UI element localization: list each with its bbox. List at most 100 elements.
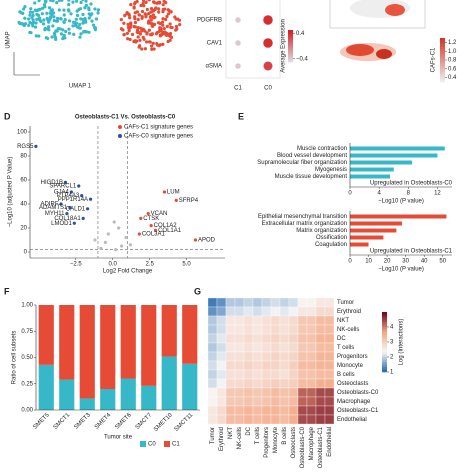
heatmap-cell	[297, 333, 308, 344]
umap-cell	[71, 0, 75, 4]
umap-cell	[129, 2, 133, 7]
heatmap-cell	[297, 396, 308, 407]
category-label: Extracellular matrix organization	[262, 221, 347, 227]
x-tick-label: 20	[384, 259, 391, 265]
gene-label: CALD1	[66, 206, 86, 212]
heatmap-cell	[252, 351, 263, 362]
umap-cell	[77, 8, 81, 12]
heatmap-cell	[324, 306, 335, 317]
umap-cell	[37, 34, 41, 38]
heatmap-cell	[324, 414, 335, 425]
umap-cell	[69, 12, 73, 16]
umap-cell	[130, 32, 135, 37]
heatmap-cell	[216, 414, 227, 425]
umap-cell	[34, 34, 38, 38]
umap-cell	[169, 35, 174, 39]
umap-cell	[96, 8, 100, 12]
heatmap-cell	[207, 315, 218, 326]
umap-cell	[170, 25, 174, 30]
umap-cell	[136, 26, 140, 30]
heatmap-cell	[243, 387, 254, 398]
bar-segment	[120, 378, 136, 410]
legend-label: C1	[172, 442, 180, 448]
legend-label: CAFs-C0 signature genes	[124, 134, 193, 140]
heatmap-cell	[234, 414, 245, 425]
heatmap-cell	[234, 360, 245, 371]
bar-segment	[38, 364, 54, 410]
umap-cell	[140, 9, 145, 14]
colorbar-step	[382, 357, 387, 360]
panel-label: D	[4, 111, 11, 121]
column-label: Macrophage	[309, 426, 315, 460]
column-label: Osteoblasts-C0	[300, 426, 306, 468]
umap-cell	[57, 8, 61, 12]
umap-cell	[178, 23, 182, 27]
heatmap-cell	[261, 351, 272, 362]
y-tick-label: 0.25	[21, 381, 33, 387]
colorbar-step	[288, 46, 293, 48]
heatmap-cell	[216, 342, 227, 353]
heatmap-cell	[261, 306, 272, 317]
colorbar-step	[382, 362, 387, 365]
dot	[263, 15, 273, 25]
umap-cell	[21, 22, 25, 26]
heatmap-cell	[234, 351, 245, 362]
heatmap-cell	[306, 342, 317, 353]
heatmap-cell	[288, 387, 299, 398]
heatmap-cell	[234, 324, 245, 335]
heatmap-cell	[315, 351, 326, 362]
colorbar-tick-label: 0.4	[448, 75, 457, 81]
x-axis-label: UMAP 1	[69, 84, 92, 90]
heatmap-cell	[306, 297, 317, 308]
colorbar-step	[288, 59, 293, 61]
heatmap-cell	[270, 414, 281, 425]
column-label: Osteoblasts-C1	[318, 426, 324, 468]
feature-blob	[346, 44, 374, 56]
umap-cell	[155, 42, 159, 46]
heatmap-cell	[252, 369, 263, 380]
umap-cell	[59, 32, 63, 36]
umap-cell	[35, 17, 39, 21]
colorbar-tick-label: 1.2	[448, 40, 457, 46]
colorbar-step	[440, 56, 445, 59]
point	[63, 180, 68, 184]
heatmap-cell	[207, 306, 218, 317]
heatmap-cell	[252, 342, 263, 353]
heatmap-cell	[252, 396, 263, 407]
heatmap-cell	[315, 333, 326, 344]
row-label: DC	[337, 336, 346, 342]
x-tick-label: SMET6	[114, 412, 133, 431]
heatmap-cell	[261, 297, 272, 308]
heatmap-cell	[225, 351, 236, 362]
umap-cell	[145, 7, 149, 12]
umap-cell	[23, 16, 27, 20]
umap-cell	[52, 15, 56, 19]
heatmap-cell	[261, 333, 272, 344]
umap-cell	[50, 8, 54, 12]
heatmap-cell	[324, 387, 335, 398]
umap-cell	[22, 7, 26, 11]
point	[119, 244, 124, 248]
umap-cell	[67, 31, 72, 35]
dot	[235, 17, 241, 23]
x-tick-label: −2.5	[70, 262, 83, 268]
heatmap-cell	[216, 369, 227, 380]
colorbar-step	[382, 349, 387, 353]
colorbar-step	[288, 54, 293, 56]
umap-cell	[46, 36, 50, 41]
heatmap-cell	[279, 297, 290, 308]
x-tick-label: 4	[377, 191, 381, 197]
category-label: Matrix organization	[296, 228, 347, 234]
heatmap-cell	[279, 414, 290, 425]
x-tick-label: SMET5	[32, 412, 51, 431]
colorbar-step	[382, 332, 387, 335]
heatmap-cell	[297, 297, 308, 308]
x-tick-label: 8	[407, 191, 411, 197]
colorbar-tick-label: 0.4	[296, 31, 305, 37]
heatmap-cell	[306, 324, 317, 335]
colorbar-step	[288, 60, 293, 63]
umap-cell	[164, 17, 168, 22]
umap-cell	[137, 13, 141, 17]
x-tick-label: C1	[234, 86, 242, 92]
y-tick-label: 1.00	[21, 303, 33, 309]
